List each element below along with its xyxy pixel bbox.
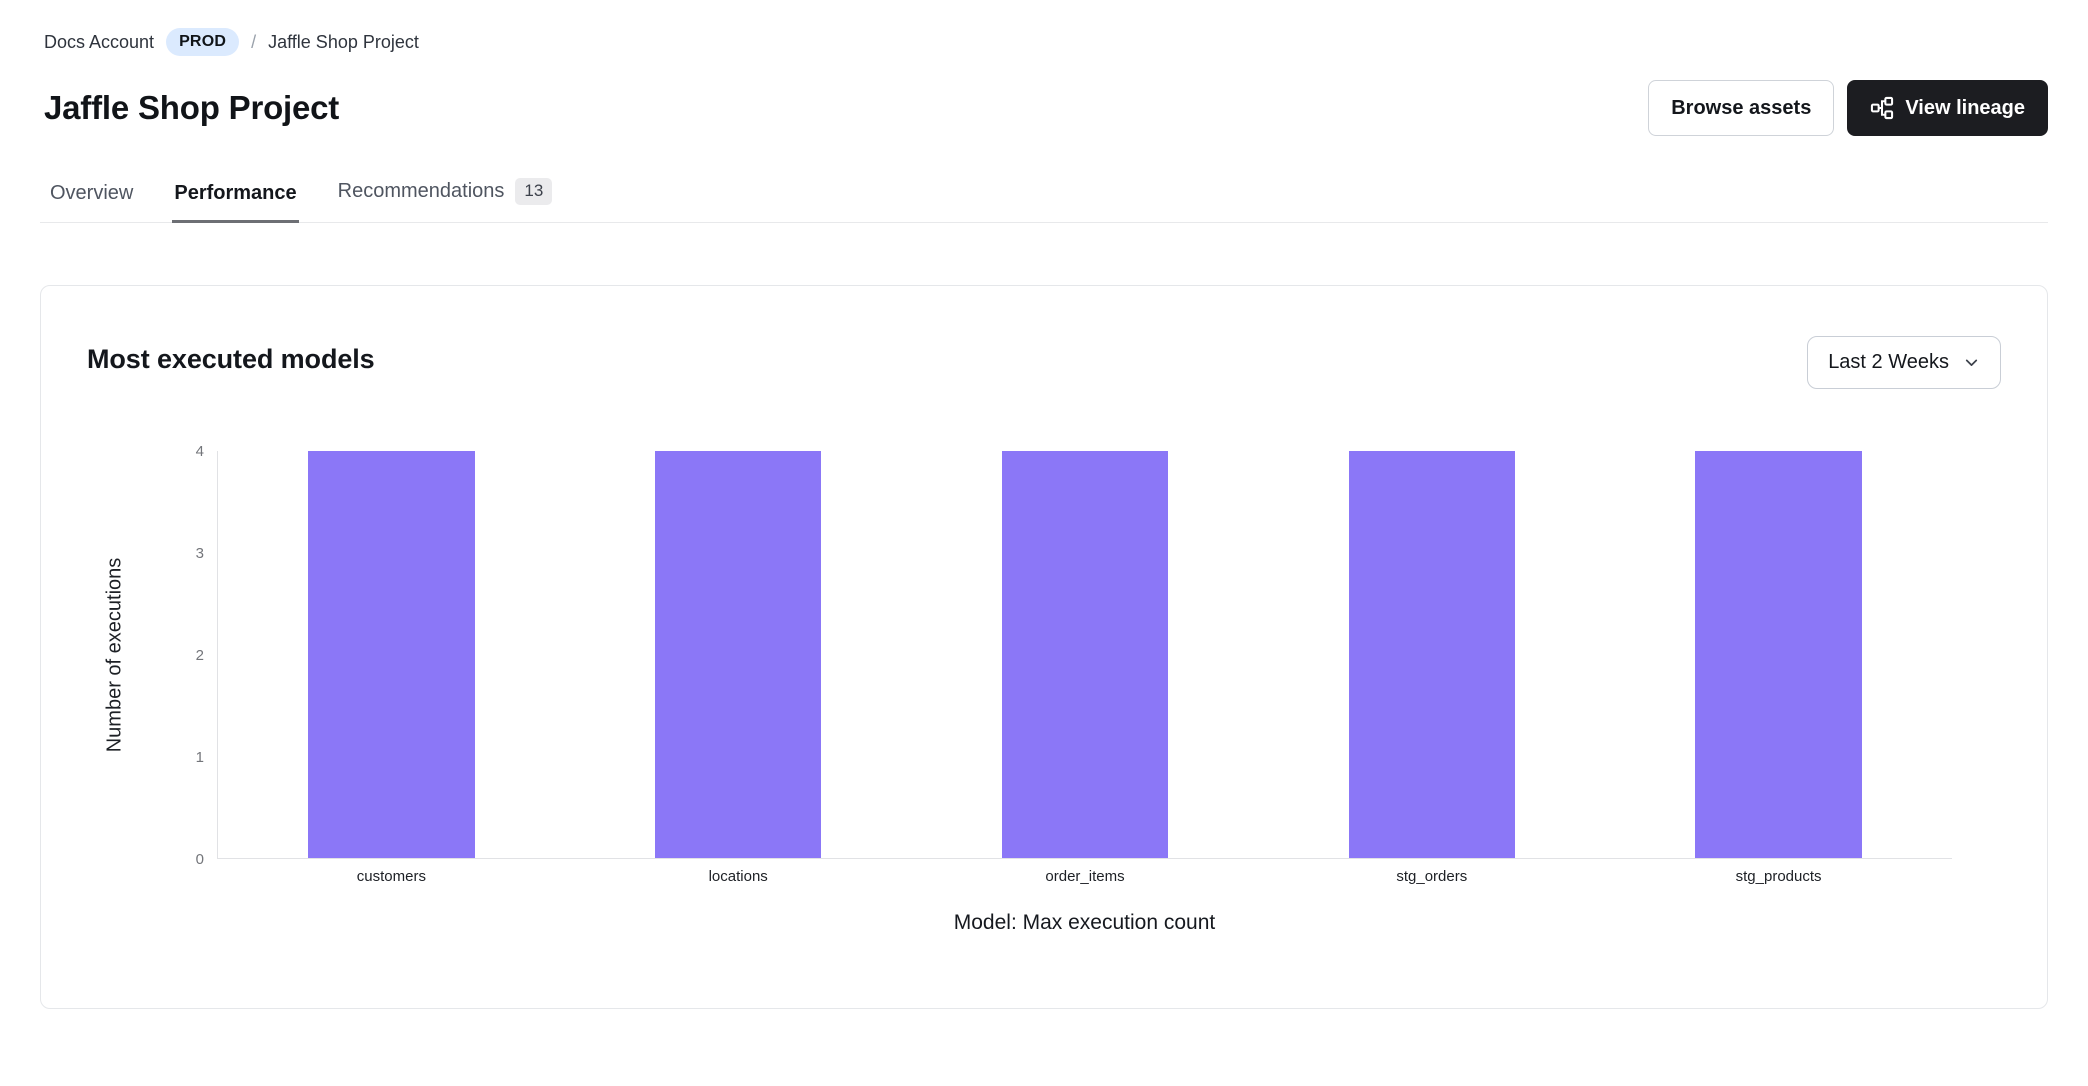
browse-assets-button[interactable]: Browse assets: [1648, 80, 1835, 136]
y-axis-tick: 0: [195, 850, 204, 868]
y-axis-title: Number of executions: [103, 557, 126, 752]
bar: [654, 450, 822, 858]
x-axis-label: order_items: [1045, 867, 1125, 885]
bar-band: locations: [565, 450, 912, 885]
tab-overview-label: Overview: [50, 181, 134, 204]
y-axis-tick: 4: [195, 442, 204, 460]
plot-wrap: Number of executions customers locations o…: [104, 444, 1952, 885]
bar: [1348, 450, 1516, 858]
bar-band: customers: [218, 450, 565, 885]
header-actions: Browse assets View lineage: [1648, 80, 2048, 136]
x-axis-label: locations: [708, 867, 768, 885]
card-title: Most executed models: [87, 343, 375, 374]
tab-bar: Overview Performance Recommendations 13: [40, 178, 2048, 223]
tab-recommendations-label: Recommendations: [337, 179, 505, 202]
explorer-page: Docs Account PROD / Jaffle Shop Project …: [40, 28, 2048, 1009]
tab-recommendations[interactable]: Recommendations 13: [336, 178, 555, 223]
environment-badge: PROD: [166, 28, 240, 56]
bar-band: stg_orders: [1258, 450, 1605, 885]
y-axis-tick: 1: [195, 748, 204, 766]
page-title: Jaffle Shop Project: [44, 89, 340, 126]
tab-performance-label: Performance: [174, 181, 297, 204]
x-axis-label: stg_products: [1735, 867, 1822, 885]
page-header: Jaffle Shop Project Browse assets View l…: [40, 80, 2048, 136]
most-executed-models-card: Most executed models Last 2 Weeks Number…: [40, 284, 2048, 1009]
bar-plot: customers locations order_items stg_orders s…: [217, 450, 1952, 885]
time-range-dropdown[interactable]: Last 2 Weeks: [1807, 335, 2001, 389]
chevron-down-icon: [1963, 354, 1980, 371]
tab-overview[interactable]: Overview: [48, 182, 135, 223]
x-axis-label: stg_orders: [1396, 867, 1468, 885]
executions-bar-chart: Number of executions customers locations o…: [87, 444, 2001, 935]
lineage-graph-icon: [1870, 96, 1894, 120]
bar-band: order_items: [912, 450, 1259, 885]
bar-band: stg_products: [1605, 450, 1952, 885]
tab-performance[interactable]: Performance: [172, 181, 299, 223]
recommendations-count-badge: 13: [515, 178, 553, 205]
breadcrumb-project-link[interactable]: Jaffle Shop Project: [268, 31, 419, 52]
browse-assets-label: Browse assets: [1671, 97, 1812, 119]
x-axis-caption: Model: Max execution count: [953, 910, 1216, 934]
view-lineage-label: View lineage: [1905, 97, 2025, 119]
x-axis-label: customers: [356, 867, 426, 885]
view-lineage-button[interactable]: View lineage: [1847, 80, 2048, 136]
card-header: Most executed models Last 2 Weeks: [87, 335, 2001, 389]
bar: [1001, 450, 1169, 858]
bar: [308, 450, 475, 858]
breadcrumb-separator: /: [251, 31, 257, 52]
bar: [1695, 450, 1862, 858]
time-range-value: Last 2 Weeks: [1828, 350, 1949, 373]
breadcrumb-account-link[interactable]: Docs Account: [44, 31, 155, 52]
y-axis-tick: 3: [195, 544, 204, 562]
breadcrumb: Docs Account PROD / Jaffle Shop Project: [40, 28, 2048, 56]
y-axis-tick: 2: [195, 646, 204, 664]
